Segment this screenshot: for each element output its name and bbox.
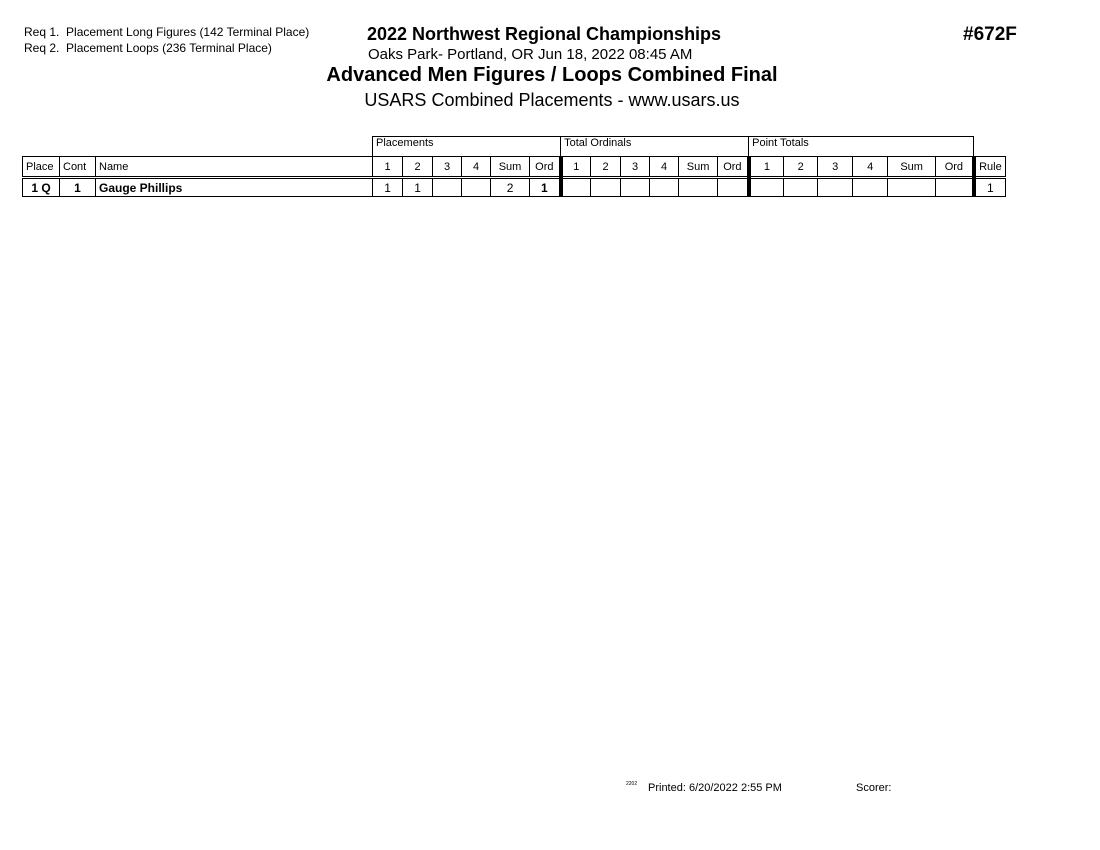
table-cell xyxy=(748,177,785,197)
table-cell xyxy=(590,177,622,197)
table-cell xyxy=(461,177,492,197)
table-cell xyxy=(620,177,651,197)
column-header: Rule xyxy=(973,156,1007,179)
column-header: 4 xyxy=(649,156,680,179)
table-cell xyxy=(887,177,937,197)
column-header: 4 xyxy=(852,156,889,179)
column-header: Place xyxy=(22,156,60,179)
column-header: Ord xyxy=(529,156,563,179)
column-header: 3 xyxy=(620,156,651,179)
table-cell xyxy=(678,177,719,197)
table-cell: 1 xyxy=(529,177,563,197)
column-header: Sum xyxy=(678,156,719,179)
table-cell xyxy=(717,177,751,197)
req-text: Placement Long Figures (142 Terminal Pla… xyxy=(66,25,310,39)
group-total-ordinals: Total Ordinals xyxy=(560,136,750,157)
column-header: Sum xyxy=(490,156,531,179)
column-header: Cont xyxy=(59,156,96,179)
venue-date: Oaks Park- Portland, OR Jun 18, 2022 08:… xyxy=(368,46,693,63)
table-cell xyxy=(783,177,819,197)
group-point-totals: Point Totals xyxy=(748,136,975,157)
table-cell: 1 Q xyxy=(22,177,60,197)
table-cell: 1 xyxy=(59,177,96,197)
column-header-row: Place Cont Name 1 2 3 4 Sum Ord 1 2 3 4 Sum Ord 1 2 3 4 Sum… xyxy=(22,156,1007,179)
table-row: 1 Q 1 Gauge Phillips 1 1 2 1 1 xyxy=(22,177,1007,197)
table-cell xyxy=(649,177,680,197)
column-header: 1 xyxy=(372,156,404,179)
table-cell xyxy=(432,177,463,197)
event-subtitle: USARS Combined Placements - www.usars.us xyxy=(364,90,740,110)
column-header: 1 xyxy=(748,156,785,179)
column-header: Name xyxy=(94,156,374,179)
column-header: 1 xyxy=(560,156,592,179)
group-placements: Placements xyxy=(372,136,562,157)
table-cell: 1 xyxy=(402,177,434,197)
table-cell xyxy=(560,177,592,197)
column-header: 3 xyxy=(432,156,463,179)
req-label: Req 1. xyxy=(24,25,60,39)
column-header: Ord xyxy=(717,156,751,179)
competition-title: 2022 Northwest Regional Championships xyxy=(367,24,722,44)
column-header: 4 xyxy=(461,156,492,179)
printed-timestamp: Printed: 6/20/2022 2:55 PM xyxy=(648,782,782,794)
event-number: #672F xyxy=(963,24,1017,45)
table-cell: 2 xyxy=(490,177,531,197)
footer-code: 2202 xyxy=(626,781,638,787)
req-label: Req 2. xyxy=(24,41,60,55)
column-header: 2 xyxy=(783,156,819,179)
requirement-2: Req 2. Placement Loops (236 Terminal Pla… xyxy=(24,41,272,55)
table-cell xyxy=(817,177,854,197)
results-table: Placements Total Ordinals Point Totals P… xyxy=(22,136,1007,197)
scorer-label: Scorer: xyxy=(856,782,892,794)
column-header: Sum xyxy=(887,156,937,179)
requirement-1: Req 1. Placement Long Figures (142 Termi… xyxy=(24,25,309,39)
column-header: 3 xyxy=(817,156,854,179)
table-cell: Gauge Phillips xyxy=(94,177,374,197)
table-cell xyxy=(852,177,889,197)
column-header: Ord xyxy=(935,156,976,179)
column-header: 2 xyxy=(402,156,434,179)
table-cell xyxy=(935,177,976,197)
event-title: Advanced Men Figures / Loops Combined Fi… xyxy=(326,64,778,86)
req-text: Placement Loops (236 Terminal Place) xyxy=(66,41,272,55)
table-cell: 1 xyxy=(973,177,1007,197)
group-header-row: Placements Total Ordinals Point Totals xyxy=(23,136,1006,157)
column-header: 2 xyxy=(590,156,622,179)
table-cell: 1 xyxy=(372,177,404,197)
